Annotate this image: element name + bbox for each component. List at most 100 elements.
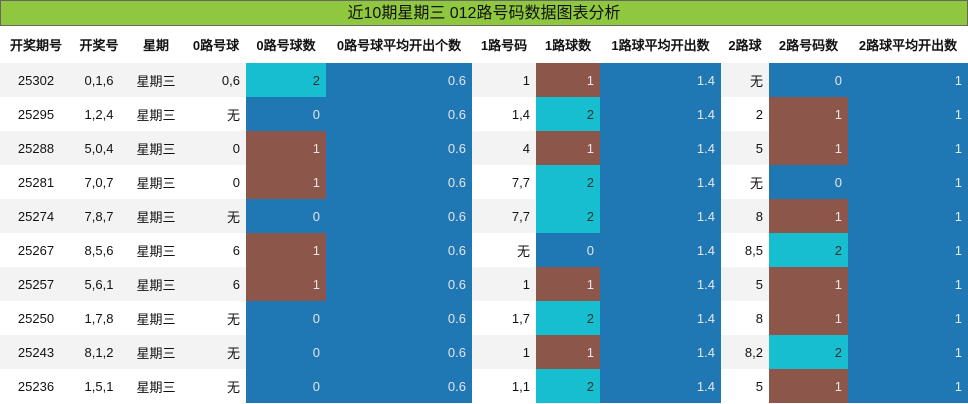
table-cell: 1.4 [600, 369, 721, 403]
table-cell: 7,8,7 [72, 199, 126, 233]
table-row: 25267 8,5,6 星期三 6 1 0.6 无 0 1.4 8,5 2 1 [0, 233, 968, 267]
table-cell: 1,7,8 [72, 301, 126, 335]
table-cell: 1 [246, 233, 326, 267]
table-cell: 0.6 [326, 301, 472, 335]
table-cell: 1.4 [600, 63, 721, 97]
header-cell: 星期 [142, 38, 169, 53]
table-cell: 1 [472, 63, 536, 97]
table-cell: 无 [186, 335, 246, 369]
table-cell: 25295 [0, 97, 72, 131]
table-cell: 1.4 [600, 301, 721, 335]
table-cell: 7,7 [472, 165, 536, 199]
table-cell: 2 [536, 97, 600, 131]
table-cell: 0 [536, 233, 600, 267]
table-cell: 25257 [0, 267, 72, 301]
table-cell: 无 [186, 369, 246, 403]
table-cell: 0.6 [326, 165, 472, 199]
table-cell: 0 [246, 97, 326, 131]
table-cell: 25302 [0, 63, 72, 97]
table-cell: 星期三 [126, 267, 186, 301]
table-row: 25295 1,2,4 星期三无 0 0.6 1,4 2 1.4 2 1 1 [0, 97, 968, 131]
table-cell: 7,0,7 [72, 165, 126, 199]
table-cell: 6 [186, 233, 246, 267]
table-cell: 7,7 [472, 199, 536, 233]
table-cell: 8 [721, 199, 769, 233]
table-cell: 1 [848, 63, 968, 97]
table-cell: 1 [769, 97, 848, 131]
table-cell: 1 [848, 131, 968, 165]
table-cell: 1 [472, 335, 536, 369]
table-cell: 0.6 [326, 335, 472, 369]
header-cell: 2路球平均开出数 [858, 38, 958, 53]
table-cell: 25236 [0, 369, 72, 403]
table-cell: 星期三 [126, 131, 186, 165]
table-cell: 1.4 [600, 165, 721, 199]
table-cell: 25243 [0, 335, 72, 369]
table-cell: 无 [186, 97, 246, 131]
header-row: 开奖期号 开奖号 星期 0路号球 0路号球数 0路号球平均开出个数 1路号码 1路球数 1路球平… [0, 26, 968, 63]
table-cell: 2 [536, 301, 600, 335]
table-cell: 1.4 [600, 267, 721, 301]
table-cell: 8,2 [721, 335, 769, 369]
table-cell: 0.6 [326, 369, 472, 403]
table-row: 25236 1,5,1 星期三无 0 0.6 1,1 2 1.4 5 1 1 [0, 369, 968, 403]
table-cell: 4 [472, 131, 536, 165]
table-cell: 1 [769, 131, 848, 165]
table-row: 25243 8,1,2 星期三无 0 0.6 1 1 1.4 8,2 2 1 [0, 335, 968, 369]
table-cell: 0 [769, 63, 848, 97]
table-cell: 5 [721, 267, 769, 301]
table-cell: 0 [246, 369, 326, 403]
table-cell: 1 [848, 267, 968, 301]
header-cell: 0路号球 [192, 38, 240, 53]
header-cell: 0路号球数 [256, 38, 316, 53]
table-cell: 0 [246, 199, 326, 233]
title: 近10期星期三 012路号码数据图表分析 [0, 0, 968, 26]
table-cell: 无 [186, 199, 246, 233]
table-cell: 星期三 [126, 335, 186, 369]
table-cell: 1 [848, 97, 968, 131]
table-cell: 0 [246, 301, 326, 335]
table-cell: 1,5,1 [72, 369, 126, 403]
table-cell: 1.4 [600, 335, 721, 369]
table-cell: 星期三 [126, 165, 186, 199]
table-cell: 25267 [0, 233, 72, 267]
table-cell: 1 [246, 267, 326, 301]
table-cell: 1.4 [600, 97, 721, 131]
table-cell: 2 [536, 199, 600, 233]
table-cell: 1 [848, 233, 968, 267]
table-cell: 1 [536, 63, 600, 97]
table-cell: 5 [721, 131, 769, 165]
table-cell: 星期三 [126, 233, 186, 267]
header-cell: 1路球平均开出数 [611, 38, 710, 53]
table-cell: 1,4 [472, 97, 536, 131]
table-cell: 1 [848, 369, 968, 403]
table-cell: 1.4 [600, 131, 721, 165]
table-cell: 1 [848, 335, 968, 369]
table-cell: 0.6 [326, 131, 472, 165]
table-cell: 1 [536, 131, 600, 165]
table-cell: 25281 [0, 165, 72, 199]
table-cell: 2 [246, 63, 326, 97]
table-cell: 0.6 [326, 63, 472, 97]
table-cell: 25274 [0, 199, 72, 233]
table-row: 25288 5,0,4 星期三 0 1 0.6 4 1 1.4 5 1 1 [0, 131, 968, 165]
table-row: 25281 7,0,7 星期三 0 1 0.6 7,7 2 1.4 无 0 1 [0, 165, 968, 199]
table-cell: 0,1,6 [72, 63, 126, 97]
table-cell: 1 [246, 165, 326, 199]
table-cell: 0 [186, 131, 246, 165]
table-cell: 1 [769, 267, 848, 301]
header-cell: 2路号码数 [778, 38, 839, 53]
table-cell: 5,0,4 [72, 131, 126, 165]
table-cell: 8 [721, 301, 769, 335]
table-cell: 1.4 [600, 233, 721, 267]
table-cell: 2 [769, 335, 848, 369]
table-cell: 星期三 [126, 369, 186, 403]
table-cell: 1 [246, 131, 326, 165]
table-cell: 无 [186, 301, 246, 335]
table-cell: 5,6,1 [72, 267, 126, 301]
table-cell: 1 [536, 335, 600, 369]
table-cell: 1,2,4 [72, 97, 126, 131]
table-cell: 0 [186, 165, 246, 199]
table-cell: 无 [472, 233, 536, 267]
table-cell: 2 [536, 165, 600, 199]
